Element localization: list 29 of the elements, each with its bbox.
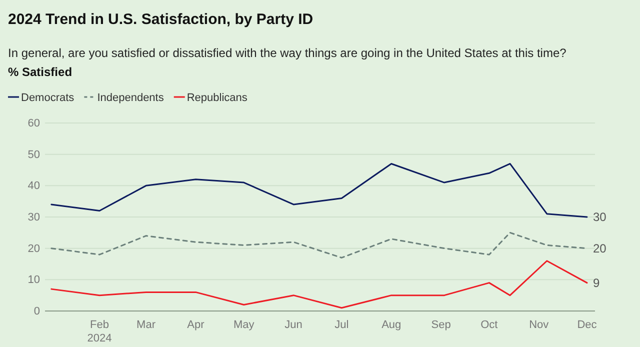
data-label: 20: [592, 242, 607, 256]
y-tick-label: 10: [28, 274, 40, 286]
x-tick-label: Feb 2024: [87, 318, 112, 345]
y-tick-label: 30: [28, 212, 40, 224]
x-tick-label: Dec: [577, 318, 598, 331]
line-series: [50, 260, 588, 309]
x-tick-label: Apr: [187, 318, 205, 331]
legend-label: Democrats: [21, 92, 75, 104]
line-series: [50, 162, 588, 218]
y-tick-label: 60: [28, 118, 40, 130]
chart-subtitle: In general, are you satisfied or dissatisfied with the way things are going in the United States at this time?: [8, 46, 567, 60]
y-tick-label: 20: [28, 242, 40, 255]
y-tick-label: 0: [34, 306, 40, 318]
x-tick-label: Jul: [334, 318, 349, 331]
x-tick-label: Jun: [284, 318, 302, 331]
chart-title: 2024 Trend in U.S. Satisfaction, by Party ID: [8, 11, 314, 28]
x-tick-label: May: [233, 318, 255, 331]
x-tick-label: Mar: [136, 318, 156, 331]
y-axis-title: % Satisfied: [8, 65, 72, 79]
x-tick-label: Aug: [382, 318, 402, 331]
y-tick-label: 40: [28, 180, 40, 192]
legend-label: Republicans: [186, 92, 248, 104]
x-tick-label: Sep: [431, 318, 451, 331]
x-tick-label: Nov: [529, 318, 550, 331]
y-tick-label: 50: [28, 148, 40, 161]
data-label: 30: [592, 210, 607, 224]
x-tick-label: Oct: [480, 318, 498, 331]
data-label: 9: [592, 276, 600, 290]
legend-label: Independents: [97, 92, 164, 104]
